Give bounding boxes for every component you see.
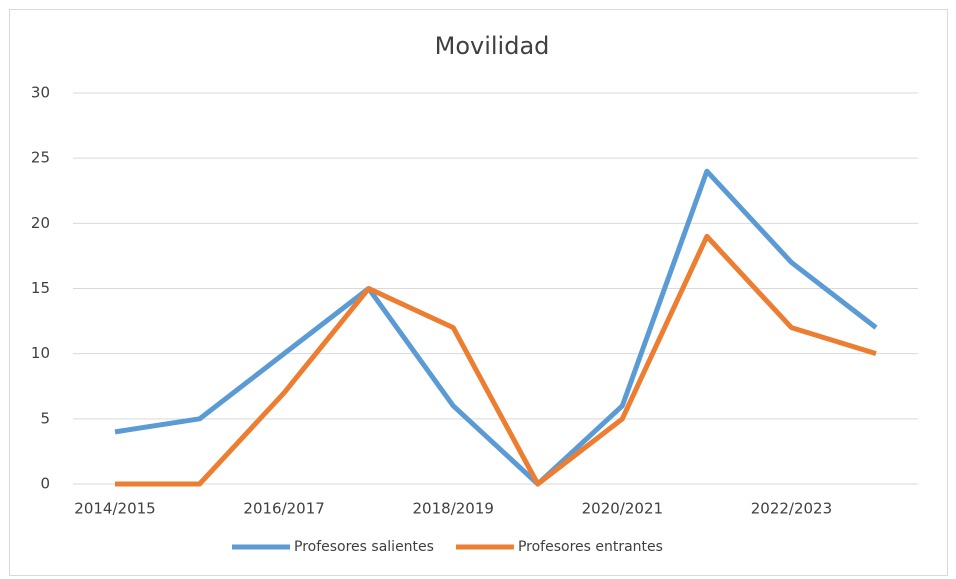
x-tick-label: 2018/2019: [413, 500, 494, 518]
y-tick-label: 10: [31, 344, 50, 362]
y-tick-label: 15: [31, 279, 50, 297]
y-tick-label: 5: [40, 409, 50, 427]
y-tick-label: 25: [31, 149, 50, 167]
y-tick-label: 0: [40, 475, 50, 493]
series-line: [115, 233, 877, 487]
legend-label: Profesores entrantes: [518, 539, 663, 555]
x-tick-label: 2022/2023: [751, 500, 832, 518]
y-tick-label: 20: [31, 214, 50, 232]
legend-label: Profesores salientes: [294, 539, 434, 555]
y-tick-label: 30: [31, 84, 50, 102]
x-tick-label: 2014/2015: [74, 500, 155, 518]
x-tick-label: 2020/2021: [582, 500, 663, 518]
chart-frame: [9, 9, 948, 576]
series-line: [114, 168, 878, 487]
x-tick-label: 2016/2017: [243, 500, 324, 518]
chart-title: Movilidad: [435, 32, 550, 60]
